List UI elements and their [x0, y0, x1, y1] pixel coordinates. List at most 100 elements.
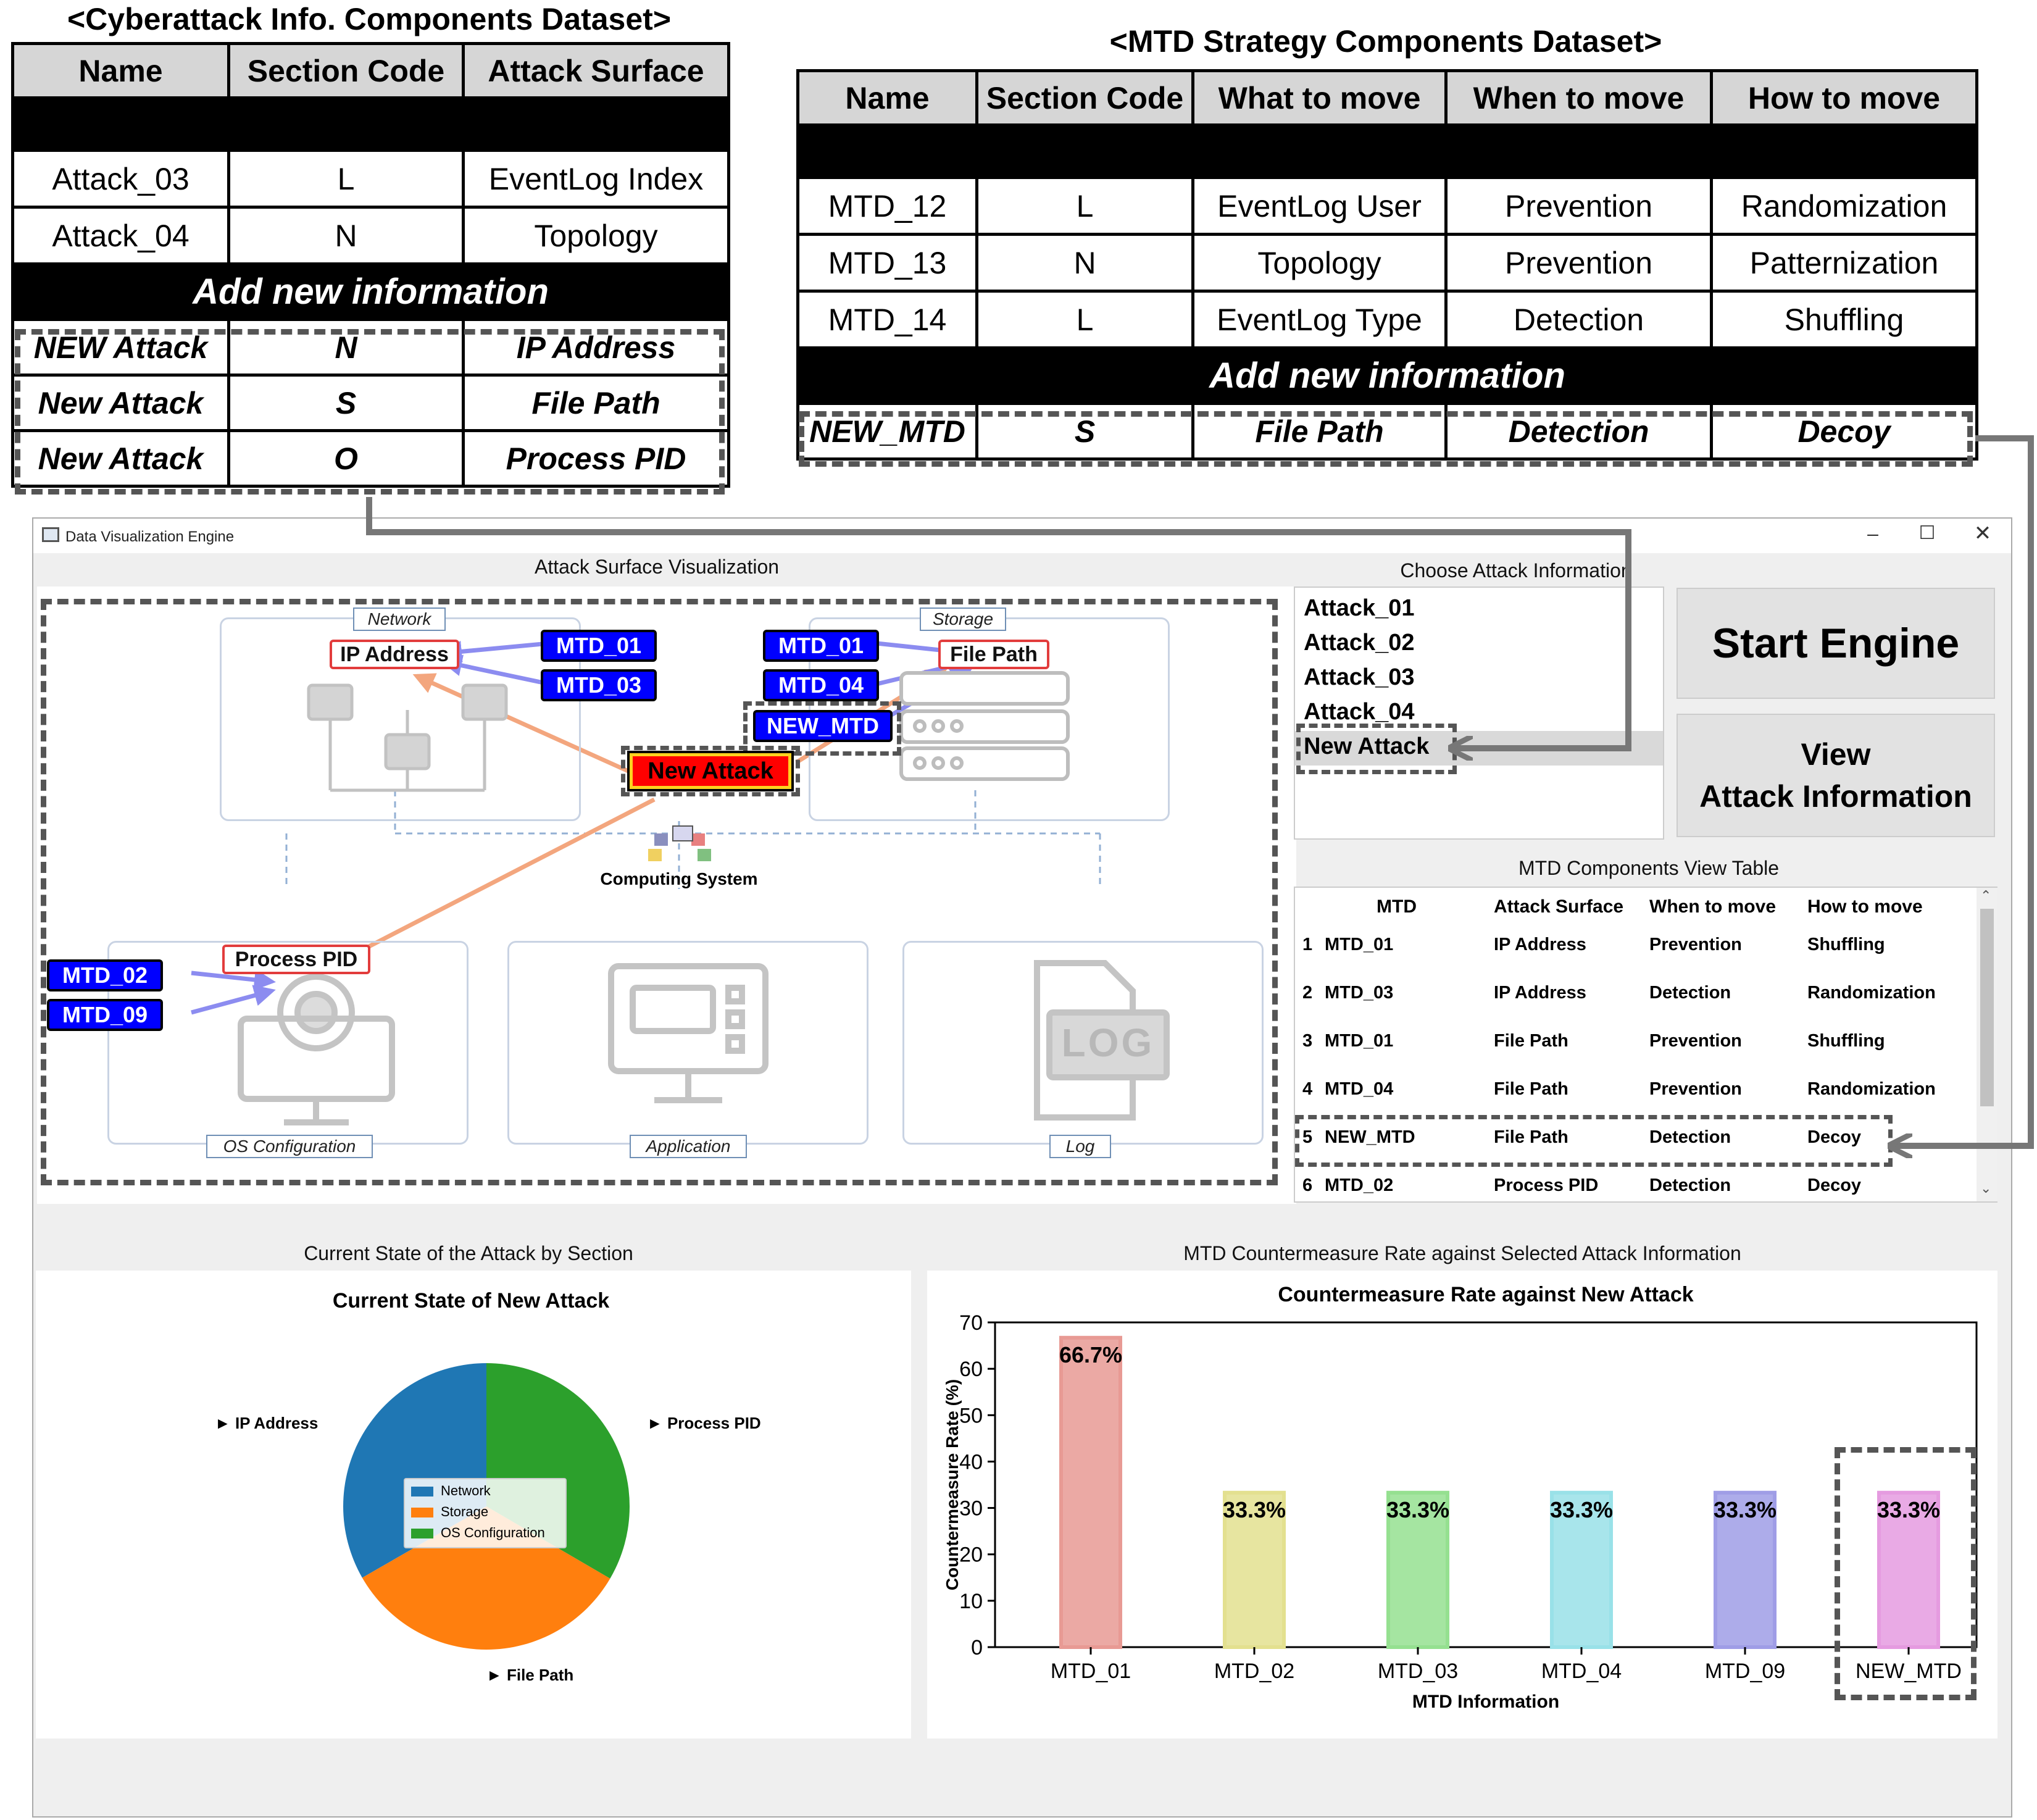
cell: Process PID	[462, 429, 730, 488]
mtd-view-header-mtd: MTD	[1377, 896, 1417, 917]
mtd-view-title: MTD Components View Table	[1518, 857, 1780, 879]
target-process-pid: Process PID	[222, 945, 370, 974]
x-tick-label: MTD_03	[1378, 1659, 1458, 1683]
y-tick-label: 0	[971, 1636, 983, 1659]
cell: Topology	[1191, 233, 1448, 293]
cell: N	[975, 233, 1194, 293]
cell: Prevention	[1444, 233, 1713, 293]
bar-chart: Countermeasure Rate against New Attack 0 1…	[943, 1283, 1978, 1712]
y-tick-label: 60	[959, 1358, 983, 1381]
y-tick-label: 50	[959, 1404, 983, 1427]
table-row[interactable]: 3 MTD_01 File Path Prevention Shuffling	[1295, 1022, 1974, 1071]
mtd-view-header-surface: Attack Surface	[1494, 896, 1624, 917]
x-tick-label: MTD_04	[1541, 1659, 1622, 1683]
cell: Shuffling	[1710, 290, 1978, 349]
cell: Randomization	[1710, 176, 1978, 236]
list-item[interactable]: Attack_03	[1304, 664, 1415, 690]
cell: New Attack	[11, 429, 230, 488]
app-icon	[42, 527, 59, 542]
cell: File Path	[1494, 1127, 1568, 1147]
cell: Detection	[1649, 1127, 1731, 1147]
cell: N	[227, 206, 465, 265]
table-row[interactable]: 6 MTD_02 Process PID Detection Decoy	[1295, 1167, 1974, 1215]
cell: File Path	[1494, 1079, 1568, 1099]
cell: Prevention	[1649, 1079, 1742, 1099]
cell: L	[975, 290, 1194, 349]
cell: MTD_04	[1325, 1079, 1394, 1099]
table-row: MTD_12 L EventLog User Prevention Randomizat…	[796, 176, 1978, 236]
y-tick-label: 70	[959, 1311, 983, 1335]
attack-dataset-table: Name Section Code Attack Surface Attack_…	[11, 42, 730, 488]
viz-panel-highlight	[41, 599, 1278, 1185]
cell: Decoy	[1807, 1175, 1862, 1195]
cell: NEW Attack	[11, 318, 230, 377]
table-row[interactable]: 5 NEW_MTD File Path Detection Decoy	[1295, 1119, 1974, 1167]
bar-mtd_03	[1386, 1490, 1449, 1649]
view-attack-info-button[interactable]: View Attack Information	[1677, 714, 1995, 837]
scroll-thumb[interactable]	[1980, 909, 1994, 1106]
computing-system-label: Computing System	[600, 869, 758, 888]
log-icon-text: LOG	[1061, 1021, 1155, 1065]
attack-add-label: Add new information	[11, 262, 730, 321]
mtd-new-row-highlight	[799, 411, 1973, 467]
cell: New Attack	[11, 374, 230, 432]
log-icon	[1034, 960, 1170, 1121]
table-row[interactable]: 2 MTD_03 IP Address Detection Randomization	[1295, 974, 1974, 1022]
y-axis-label: Countermeasure Rate (%)	[943, 1379, 962, 1590]
maximize-icon[interactable]: ☐	[1918, 523, 1936, 543]
plot-area	[994, 1321, 1978, 1648]
list-item[interactable]: Attack_04	[1304, 699, 1415, 725]
cell: Shuffling	[1807, 935, 1885, 954]
choose-attack-title: Choose Attack Information	[1400, 559, 1632, 582]
table-row: MTD_13 N Topology Prevention Patternization	[796, 233, 1978, 293]
pie-section-title: Current State of the Attack by Section	[304, 1242, 633, 1264]
x-axis-label: MTD Information	[1412, 1692, 1559, 1712]
table-row: New Attack O Process PID	[11, 429, 730, 488]
mtd-dataset-title: <MTD Strategy Components Dataset>	[1109, 24, 1662, 59]
mtd-header-name: Name	[796, 69, 978, 127]
pie-legend: Network Storage OS Configuration	[404, 1478, 567, 1548]
legend-swatch-storage	[411, 1508, 433, 1517]
view-button-line1: View	[1801, 737, 1871, 772]
cell: Prevention	[1649, 935, 1742, 954]
mtd-dataset-table: Name Section Code What to move When to m…	[796, 69, 1978, 461]
attack-header-section: Section Code	[227, 42, 465, 99]
bar-new_mtd	[1877, 1490, 1940, 1649]
cell: Patternization	[1710, 233, 1978, 293]
legend-label-network: Network	[441, 1483, 491, 1498]
x-tick-label: MTD_01	[1051, 1659, 1131, 1683]
scrollbar[interactable]: ⌃ ⌄	[1977, 888, 1997, 1201]
legend-swatch-network	[411, 1487, 433, 1496]
cell: N	[227, 318, 465, 377]
pie-label-file-path: ► File Path	[486, 1666, 574, 1684]
row-index: 1	[1302, 935, 1313, 954]
choose-attack-list[interactable]: Attack_01 Attack_02 Attack_03 Attack_04 …	[1294, 586, 1664, 840]
minimize-icon[interactable]: –	[1867, 522, 1878, 545]
cell: Topology	[462, 206, 730, 265]
cell: Detection	[1649, 983, 1731, 1003]
data-label: 33.3%	[1386, 1497, 1449, 1522]
cell: MTD_12	[796, 176, 978, 236]
cell: EventLog User	[1191, 176, 1448, 236]
close-icon[interactable]: ✕	[1973, 522, 1992, 545]
scroll-up-icon[interactable]: ⌃	[1980, 888, 1992, 903]
table-row[interactable]: 4 MTD_04 File Path Prevention Randomization	[1295, 1071, 1974, 1119]
x-tick-label: NEW_MTD	[1856, 1659, 1962, 1683]
new-attack-label: New Attack	[627, 751, 794, 791]
cell: Randomization	[1807, 983, 1936, 1003]
table-row: NEW Attack N IP Address	[11, 318, 730, 377]
bar-chart-title: Countermeasure Rate against New Attack	[1278, 1283, 1693, 1306]
cell: IP Address	[1494, 935, 1586, 954]
list-item[interactable]: Attack_01	[1304, 595, 1415, 621]
list-item[interactable]: Attack_02	[1304, 630, 1415, 656]
cell: L	[227, 149, 465, 209]
data-label: 33.3%	[1550, 1497, 1613, 1522]
start-engine-button[interactable]: Start Engine	[1677, 588, 1995, 699]
data-label: 66.7%	[1059, 1342, 1122, 1367]
table-row[interactable]: 1 MTD_01 IP Address Prevention Shuffling	[1295, 926, 1974, 974]
mtd-header-how: How to move	[1710, 69, 1978, 127]
attack-header-name: Name	[11, 42, 230, 99]
mtd-view-table[interactable]: MTD Attack Surface When to move How to m…	[1294, 887, 1997, 1203]
scroll-down-icon[interactable]: ⌄	[1980, 1180, 1992, 1196]
cell: Process PID	[1494, 1175, 1599, 1195]
